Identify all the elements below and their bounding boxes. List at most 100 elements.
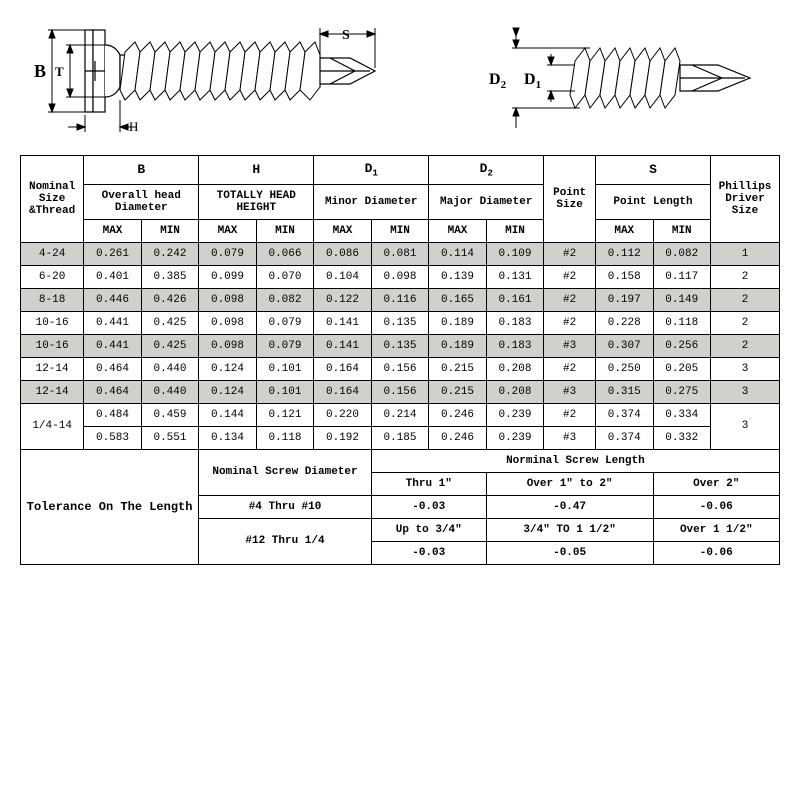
value-cell: 0.464 [84, 357, 142, 380]
header-phillips: Phillips Driver Size [711, 156, 780, 243]
size-cell: 12-14 [21, 357, 84, 380]
tol-col2-header2: 3/4" TO 1 1/2" [486, 518, 653, 541]
value-cell: 0.164 [314, 380, 372, 403]
value-cell: 0.239 [486, 426, 544, 449]
tolerance-nom-diam-header: Nominal Screw Diameter [199, 449, 372, 495]
value-cell: 0.261 [84, 242, 142, 265]
value-cell: 0.228 [596, 311, 654, 334]
tol-col3-header: Over 2" [653, 472, 780, 495]
header-nominal: Nominal Size &Thread [21, 156, 84, 243]
value-cell: 0.098 [199, 334, 257, 357]
value-cell: 0.440 [141, 380, 199, 403]
value-cell: 0.205 [653, 357, 711, 380]
value-cell: 0.086 [314, 242, 372, 265]
value-cell: 0.484 [84, 403, 142, 426]
value-cell: 0.141 [314, 334, 372, 357]
tol-col3-header2: Over 1 1/2" [653, 518, 780, 541]
header-min: MIN [141, 219, 199, 242]
value-cell: 0.165 [429, 288, 487, 311]
value-cell: 0.161 [486, 288, 544, 311]
phillips-cell: 3 [711, 380, 780, 403]
value-cell: #3 [544, 426, 596, 449]
tol-val: -0.03 [371, 541, 486, 564]
tol-val: -0.06 [653, 541, 780, 564]
value-cell: 0.070 [256, 265, 314, 288]
value-cell: 0.425 [141, 334, 199, 357]
value-cell: 0.158 [596, 265, 654, 288]
label-B: B [34, 61, 46, 81]
diagram-container: B T H S [20, 20, 780, 135]
value-cell: 0.081 [371, 242, 429, 265]
value-cell: 0.459 [141, 403, 199, 426]
tol-val: -0.47 [486, 495, 653, 518]
value-cell: 0.183 [486, 334, 544, 357]
value-cell: 0.101 [256, 357, 314, 380]
header-H-letter: H [199, 156, 314, 185]
phillips-cell: 2 [711, 334, 780, 357]
value-cell: 0.374 [596, 426, 654, 449]
value-cell: #2 [544, 288, 596, 311]
value-cell: 0.220 [314, 403, 372, 426]
phillips-cell: 1 [711, 242, 780, 265]
value-cell: 0.185 [371, 426, 429, 449]
header-B-desc: Overall head Diameter [84, 184, 199, 219]
value-cell: 0.214 [371, 403, 429, 426]
value-cell: 0.256 [653, 334, 711, 357]
value-cell: 0.275 [653, 380, 711, 403]
value-cell: 0.385 [141, 265, 199, 288]
value-cell: 0.117 [653, 265, 711, 288]
header-max: MAX [314, 219, 372, 242]
value-cell: 0.098 [199, 311, 257, 334]
header-min: MIN [256, 219, 314, 242]
header-H-desc: TOTALLY HEAD HEIGHT [199, 184, 314, 219]
value-cell: 0.131 [486, 265, 544, 288]
value-cell: 0.242 [141, 242, 199, 265]
value-cell: 0.425 [141, 311, 199, 334]
tol-val: -0.06 [653, 495, 780, 518]
value-cell: 0.246 [429, 403, 487, 426]
value-cell: 0.141 [314, 311, 372, 334]
tol-diam-1: #4 Thru #10 [199, 495, 372, 518]
value-cell: 0.246 [429, 426, 487, 449]
header-D1-desc: Minor Diameter [314, 184, 429, 219]
value-cell: 0.208 [486, 357, 544, 380]
value-cell: #2 [544, 242, 596, 265]
value-cell: 0.098 [371, 265, 429, 288]
value-cell: 0.098 [199, 288, 257, 311]
tol-col1-header: Thru 1" [371, 472, 486, 495]
size-cell: 1/4-14 [21, 403, 84, 449]
value-cell: 0.116 [371, 288, 429, 311]
table-row: 1/4-140.4840.4590.1440.1210.2200.2140.24… [21, 403, 780, 426]
header-point-size: Point Size [544, 156, 596, 243]
header-S-letter: S [596, 156, 711, 185]
header-min: MIN [486, 219, 544, 242]
value-cell: 0.109 [486, 242, 544, 265]
value-cell: 0.215 [429, 380, 487, 403]
value-cell: 0.426 [141, 288, 199, 311]
table-row: 4-240.2610.2420.0790.0660.0860.0810.1140… [21, 242, 780, 265]
value-cell: 0.441 [84, 311, 142, 334]
size-cell: 4-24 [21, 242, 84, 265]
value-cell: 0.315 [596, 380, 654, 403]
phillips-cell: 3 [711, 357, 780, 380]
label-T: T [55, 64, 64, 79]
value-cell: 0.374 [596, 403, 654, 426]
size-cell: 6-20 [21, 265, 84, 288]
tol-val: -0.03 [371, 495, 486, 518]
value-cell: 0.250 [596, 357, 654, 380]
tol-val: -0.05 [486, 541, 653, 564]
table-row: 10-160.4410.4250.0980.0790.1410.1350.189… [21, 334, 780, 357]
value-cell: 0.149 [653, 288, 711, 311]
value-cell: #2 [544, 357, 596, 380]
size-cell: 10-16 [21, 311, 84, 334]
value-cell: 0.441 [84, 334, 142, 357]
table-row: 12-140.4640.4400.1240.1010.1640.1560.215… [21, 380, 780, 403]
value-cell: #2 [544, 265, 596, 288]
spec-table: Nominal Size &Thread B H D1 D2 Point Siz… [20, 155, 780, 565]
value-cell: 0.183 [486, 311, 544, 334]
table-row: 6-200.4010.3850.0990.0700.1040.0980.1390… [21, 265, 780, 288]
value-cell: 0.156 [371, 357, 429, 380]
label-D2: D2 [489, 71, 507, 91]
value-cell: 0.066 [256, 242, 314, 265]
value-cell: 0.134 [199, 426, 257, 449]
